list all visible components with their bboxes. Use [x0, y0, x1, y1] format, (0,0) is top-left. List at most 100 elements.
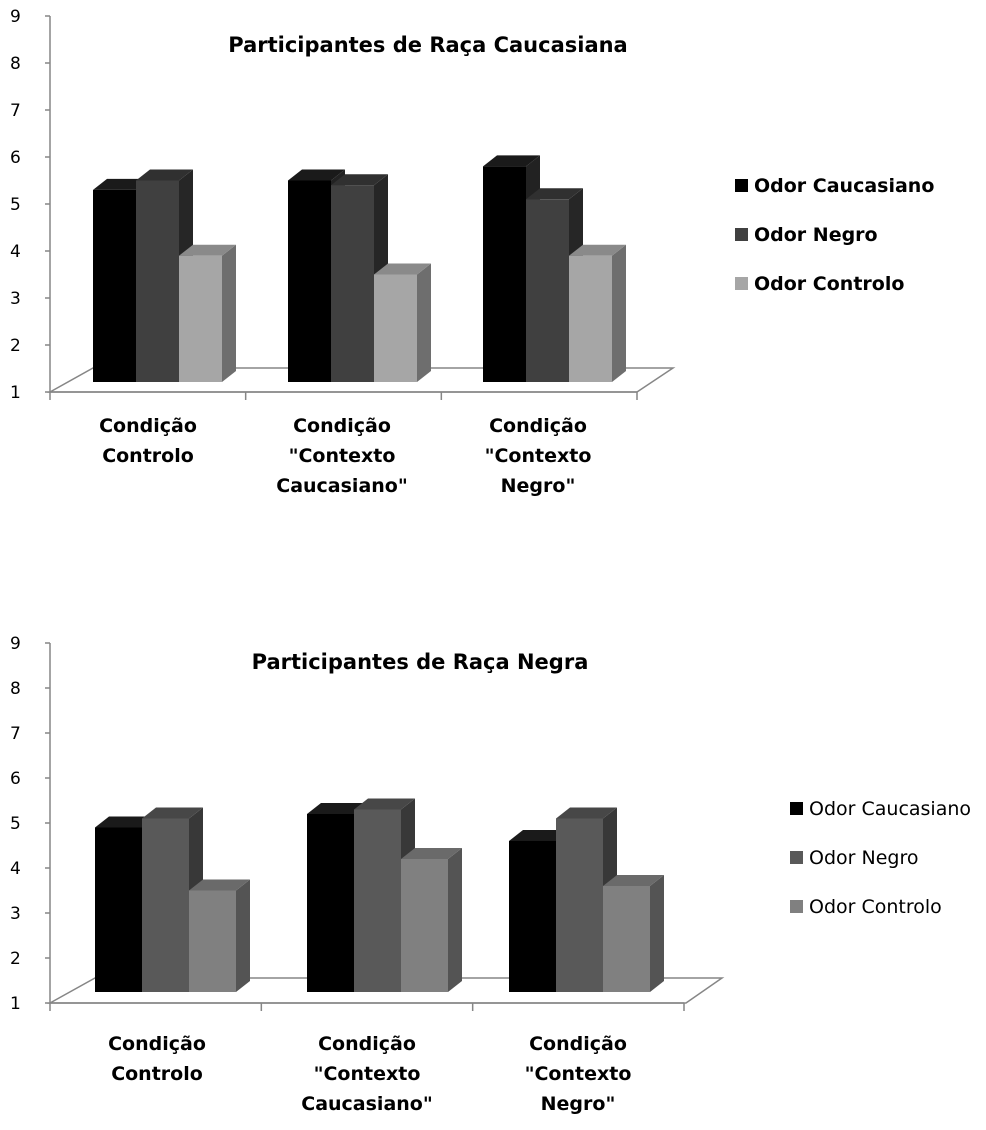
legend-swatch: [735, 277, 748, 290]
x-category-label-line: Caucasiano": [276, 475, 408, 497]
bar-top-face: [556, 807, 617, 819]
bar-odor-controlo-3: [603, 875, 664, 992]
y-tick-label: 5: [10, 195, 21, 215]
legend-label: Odor Controlo: [754, 273, 904, 295]
x-category-label: Condição Controlo: [99, 415, 197, 467]
x-category-label-line: "Contexto: [525, 1063, 632, 1085]
bar-top-face: [509, 830, 570, 841]
bar-top-face: [288, 169, 345, 181]
bar-top-face: [401, 848, 462, 859]
y-tick-label: 1: [10, 994, 21, 1014]
bar-front-face: [569, 255, 612, 382]
x-category-label-line: Caucasiano": [301, 1093, 433, 1115]
x-category-label-line: Condição: [293, 415, 391, 437]
y-tick-label: 6: [10, 769, 21, 789]
x-category-label-line: Condição: [529, 1033, 627, 1055]
y-tick-label: 1: [10, 383, 21, 403]
bar-top-face: [603, 875, 664, 886]
x-category-label-line: Condição: [99, 415, 197, 437]
bar-front-face: [288, 180, 331, 382]
bar-front-face: [509, 841, 556, 992]
x-category-label: Condição Controlo: [108, 1033, 206, 1085]
bar-top-face: [331, 174, 388, 186]
bar-side-face: [650, 875, 664, 992]
bar-side-face: [222, 244, 236, 382]
y-tick-label: 6: [10, 148, 21, 168]
bar-front-face: [354, 809, 401, 992]
x-category-label-line: Negro": [541, 1093, 616, 1115]
x-category-label-line: Condição: [108, 1033, 206, 1055]
bar-side-face: [236, 879, 250, 992]
bar-top-face: [569, 244, 626, 256]
bar-top-face: [93, 178, 150, 190]
bar-top-face: [136, 169, 193, 181]
x-category-label-line: Controlo: [111, 1063, 203, 1085]
x-category-label-line: Controlo: [102, 445, 194, 467]
legend-swatch: [790, 851, 803, 864]
chart-participantes-caucasiana: Participantes de Raça Caucasiana 1 2 3 4 5 6 7…: [10, 7, 934, 497]
y-tick-label: 4: [10, 242, 21, 262]
legend-swatch: [790, 900, 803, 913]
bar-front-face: [307, 814, 354, 992]
bar-side-face: [448, 848, 462, 992]
bar-front-face: [374, 274, 417, 382]
y-tick-label: 8: [10, 679, 21, 699]
bar-top-face: [483, 155, 540, 167]
bar-odor-controlo-3: [569, 244, 626, 382]
x-category-label: Condição "Contexto Caucasiano": [301, 1033, 433, 1115]
legend-label: Odor Caucasiano: [809, 798, 971, 820]
bar-top-face: [526, 188, 583, 200]
x-category-label-line: Condição: [489, 415, 587, 437]
y-tick-label: 9: [10, 634, 21, 654]
bar-front-face: [93, 189, 136, 382]
legend-label: Odor Negro: [754, 224, 878, 246]
bar-front-face: [483, 166, 526, 382]
bar-top-face: [179, 244, 236, 256]
bar-odor-controlo-2: [401, 848, 462, 992]
x-category-label-line: "Contexto: [485, 445, 592, 467]
x-category-label-line: Condição: [318, 1033, 416, 1055]
legend-swatch: [790, 802, 803, 815]
bar-front-face: [401, 859, 448, 992]
x-category-label: Condição "Contexto Negro": [485, 415, 592, 497]
bar-top-face: [354, 798, 415, 810]
chart-title: Participantes de Raça Negra: [252, 650, 589, 674]
bar-front-face: [136, 180, 179, 382]
y-tick-label: 7: [10, 101, 21, 121]
bar-odor-controlo-2: [374, 263, 431, 382]
bar-front-face: [189, 890, 236, 992]
bar-front-face: [331, 185, 374, 382]
bar-side-face: [612, 244, 626, 382]
y-tick-label: 9: [10, 7, 21, 27]
legend-label: Odor Negro: [809, 847, 918, 869]
bar-top-face: [142, 807, 203, 819]
bar-side-face: [417, 263, 431, 382]
y-tick-label: 2: [10, 336, 21, 356]
y-tick-label: 2: [10, 949, 21, 969]
bar-front-face: [142, 818, 189, 992]
bar-top-face: [307, 803, 368, 814]
bar-odor-controlo-1: [189, 879, 250, 992]
x-category-label: Condição "Contexto Caucasiano": [276, 415, 408, 497]
y-tick-label: 4: [10, 859, 21, 879]
legend-swatch: [735, 179, 748, 192]
x-category-label-line: "Contexto: [289, 445, 396, 467]
y-tick-label: 5: [10, 814, 21, 834]
bar-front-face: [526, 199, 569, 382]
bar-front-face: [603, 886, 650, 992]
chart-participantes-negra: Participantes de Raça Negra 1 2 3 4 5 6 7 8 9 Con…: [10, 634, 971, 1115]
y-tick-label: 3: [10, 904, 21, 924]
bar-top-face: [374, 263, 431, 275]
bar-front-face: [556, 818, 603, 992]
y-tick-label: 8: [10, 54, 21, 74]
y-tick-label: 7: [10, 724, 21, 744]
bar-odor-controlo-1: [179, 244, 236, 382]
legend-label: Odor Caucasiano: [754, 175, 934, 197]
bar-front-face: [95, 827, 142, 992]
chart-title: Participantes de Raça Caucasiana: [228, 33, 627, 57]
x-category-label-line: Negro": [501, 475, 576, 497]
bar-top-face: [95, 816, 156, 828]
x-category-label: Condição "Contexto Negro": [525, 1033, 632, 1115]
bar-top-face: [189, 879, 250, 891]
y-tick-label: 3: [10, 289, 21, 309]
